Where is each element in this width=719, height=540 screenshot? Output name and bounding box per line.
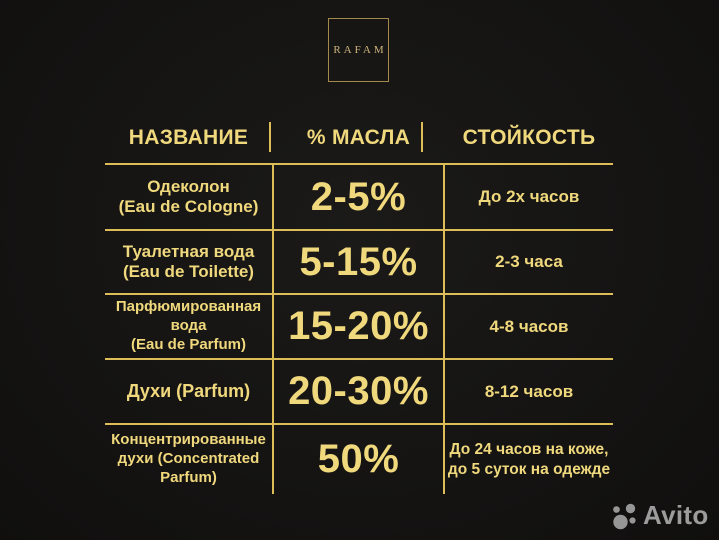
longevity-line: 8-12 часов [484,381,574,401]
name-line: Parfum) [160,468,217,486]
cell-name: Концентрированные духи (Concentrated Par… [105,425,272,494]
oil-value: 15-20% [288,304,429,348]
table-row-cologne: Одеколон (Eau de Cologne) 2-5% До 2х час… [105,165,613,229]
table-row-parfum: Духи (Parfum) 20-30% 8-12 часов [105,358,613,423]
name-line: (Eau de Parfum) [130,335,247,353]
name-line: Духи (Parfum) [126,380,251,401]
name-line: (Eau de Cologne) [118,197,259,216]
avito-logo-icon [613,503,636,530]
cell-oil-percent: 50% [272,425,445,494]
cell-oil-percent: 20-30% [272,360,445,423]
cell-name: Парфюмированная вода (Eau de Parfum) [105,295,272,358]
table-row-concentrated-parfum: Концентрированные духи (Concentrated Par… [105,423,613,494]
oil-value: 50% [317,437,400,481]
header-divider-1 [269,122,271,152]
longevity-line: До 2х часов [478,187,580,207]
fragrance-table: НАЗВАНИЕ % МАСЛА СТОЙКОСТЬ Одеколон (Eau… [105,112,613,494]
name-line: Концентрированные [111,431,266,449]
rafam-logo-text: RAFAM [333,44,387,56]
name-line: Одеколон [147,176,230,196]
cell-oil-percent: 15-20% [272,295,445,358]
cell-name: Духи (Parfum) [105,360,272,423]
cell-name: Одеколон (Eau de Cologne) [105,165,272,229]
table-header-row: НАЗВАНИЕ % МАСЛА СТОЙКОСТЬ [105,112,613,163]
table-body: Одеколон (Eau de Cologne) 2-5% До 2х час… [105,163,613,494]
cell-longevity: 2-3 часа [445,231,613,293]
cell-oil-percent: 2-5% [272,165,445,229]
avito-watermark: Avito [606,494,709,536]
header-divider-2 [421,122,423,152]
oil-value: 2-5% [310,174,407,219]
longevity-line: 4-8 часов [489,316,569,336]
cell-name: Туалетная вода (Eau de Toilette) [105,231,272,293]
longevity-line: до 5 суток на одежде [447,460,611,478]
name-line: (Eau de Toilette) [123,262,254,281]
longevity-line: 2-3 часа [495,252,563,272]
column-header-name: НАЗВАНИЕ [128,125,249,149]
table-row-eau-de-toilette: Туалетная вода (Eau de Toilette) 5-15% 2… [105,229,613,293]
table-row-eau-de-parfum: Парфюмированная вода (Eau de Parfum) 15-… [105,293,613,358]
oil-value: 5-15% [299,239,418,284]
name-line: Парфюмированная вода [115,298,262,335]
name-line: духи (Concentrated [117,450,260,468]
cell-longevity: До 24 часов на коже, до 5 суток на одежд… [445,425,613,494]
name-line: Туалетная вода [122,241,255,261]
avito-logo-text: Avito [643,499,709,530]
cell-longevity: 4-8 часов [445,295,613,358]
cell-longevity: До 2х часов [445,165,613,229]
cell-oil-percent: 5-15% [272,231,445,293]
rafam-logo: RAFAM [328,18,389,82]
cell-longevity: 8-12 часов [445,360,613,423]
column-header-longevity: СТОЙКОСТЬ [462,125,596,149]
column-header-oil-percent: % МАСЛА [306,125,411,149]
oil-value: 20-30% [288,369,429,413]
longevity-line: До 24 часов на коже, [449,441,609,459]
